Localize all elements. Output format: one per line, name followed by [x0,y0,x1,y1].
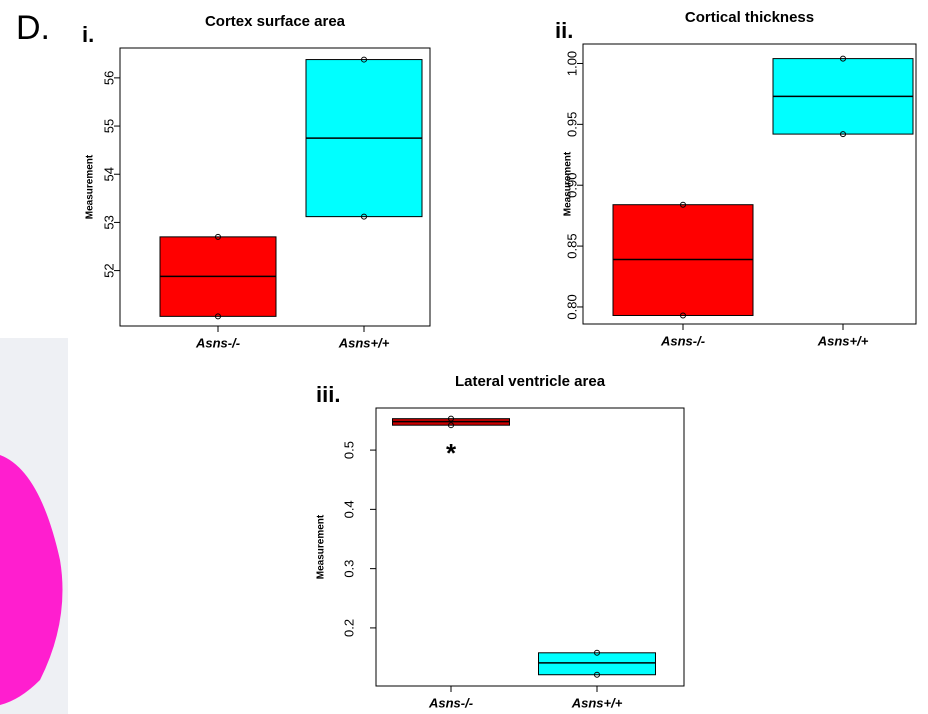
point-min [361,213,367,220]
y-tick-label: 0.4 [341,500,356,518]
panel-sublabel: ii. [555,18,573,43]
panel-label: D. [16,9,50,47]
x-tick-label: Asns+/+ [338,335,390,350]
panel-sublabel: iii. [316,382,340,407]
chart-title: Lateral ventricle area [455,373,606,390]
chart-title: Cortex surface area [205,13,346,30]
panel-sublabel: i. [82,22,94,47]
x-tick-label: Asns-/- [195,335,240,350]
y-tick-label: 0.80 [564,294,579,319]
plot-frame [582,43,917,325]
y-tick-label: 52 [101,263,116,277]
point-min [594,671,600,678]
y-axis-label: Measurement [316,514,327,579]
x-tick-label: Asns+/+ [817,333,869,348]
y-tick-label: 0.90 [564,173,579,198]
y-tick-label: 55 [101,119,116,133]
x-tick-label: Asns-/- [660,333,705,348]
point-max [361,56,367,63]
y-tick-label: 0.85 [564,233,579,258]
y-tick-label: 0.5 [341,441,356,459]
y-tick-label: 53 [101,215,116,229]
y-axis-label: Measurement [85,154,96,219]
y-tick-label: 0.3 [341,560,356,578]
point-max [215,233,221,240]
y-tick-label: 0.2 [341,619,356,637]
annotation: * [446,438,457,468]
point-max [680,201,686,208]
y-tick-label: 1.00 [564,51,579,76]
y-tick-label: 56 [101,71,116,85]
plot-frame [375,407,685,687]
tissue-photo [0,455,63,705]
y-tick-label: 0.95 [564,112,579,137]
box [538,652,656,676]
point-min [215,313,221,320]
point-max [448,415,454,422]
point-min [840,131,846,138]
point-max [840,55,846,62]
plot-frame [119,47,431,327]
x-tick-label: Asns-/- [428,695,473,710]
point-max [594,649,600,656]
y-axis-label: Measurement [563,151,574,216]
chart-title: Cortical thickness [685,9,814,26]
point-min [680,312,686,319]
y-tick-label: 54 [101,167,116,181]
point-min [448,422,454,429]
x-tick-label: Asns+/+ [571,695,623,710]
